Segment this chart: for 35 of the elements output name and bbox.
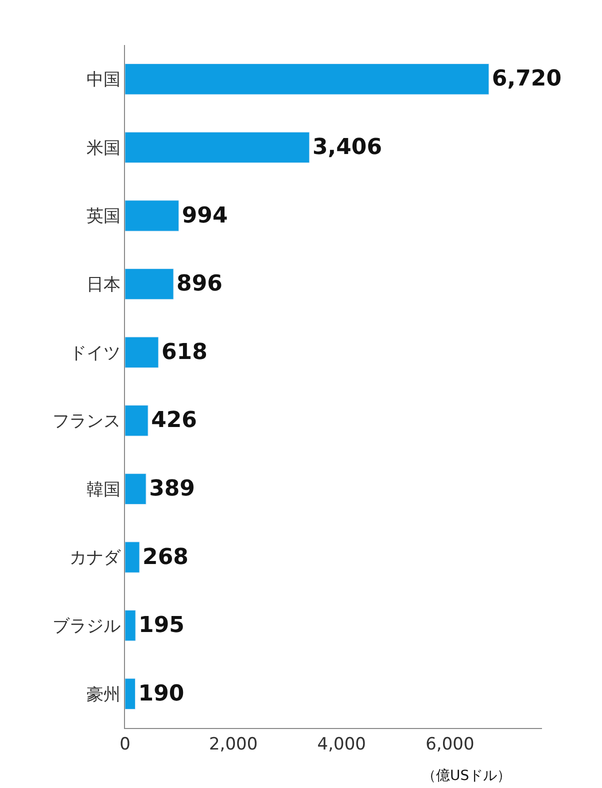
bar <box>125 610 136 642</box>
y-tick-label: 日本 <box>86 275 121 295</box>
bar <box>125 473 146 505</box>
data-label: 994 <box>182 203 228 228</box>
x-tick-label: 4,000 <box>317 734 366 754</box>
data-label: 896 <box>176 272 222 297</box>
bar <box>125 336 159 368</box>
y-tick-label: 中国 <box>86 70 121 90</box>
data-label: 195 <box>138 613 184 638</box>
y-tick-label: フランス <box>52 412 121 432</box>
y-tick-label: 韓国 <box>86 480 121 500</box>
data-label: 268 <box>142 544 188 570</box>
bar <box>125 542 140 573</box>
bar <box>125 678 136 710</box>
y-tick-label: ドイツ <box>70 343 121 364</box>
y-tick-label: カナダ <box>70 548 122 568</box>
bar <box>125 268 174 300</box>
data-label: 6,720 <box>492 66 562 92</box>
data-label: 190 <box>138 681 184 706</box>
bar <box>125 132 310 164</box>
y-tick-label: 英国 <box>86 206 121 227</box>
data-label: 618 <box>161 340 208 365</box>
y-tick-label: 米国 <box>86 138 121 158</box>
data-label: 3,406 <box>312 134 382 160</box>
bar <box>125 64 490 95</box>
x-tick-label: 6,000 <box>426 734 474 754</box>
x-tick-label: 0 <box>120 734 130 754</box>
y-tick-label: ブラジル <box>52 616 121 636</box>
x-tick-label: 2,000 <box>208 734 258 754</box>
bar <box>125 405 148 436</box>
data-label: 426 <box>151 408 198 434</box>
bar <box>125 200 180 232</box>
y-tick-label: 豪州 <box>86 684 121 705</box>
data-label: 389 <box>149 476 196 502</box>
x-axis-title: （億USドル） <box>422 768 512 784</box>
